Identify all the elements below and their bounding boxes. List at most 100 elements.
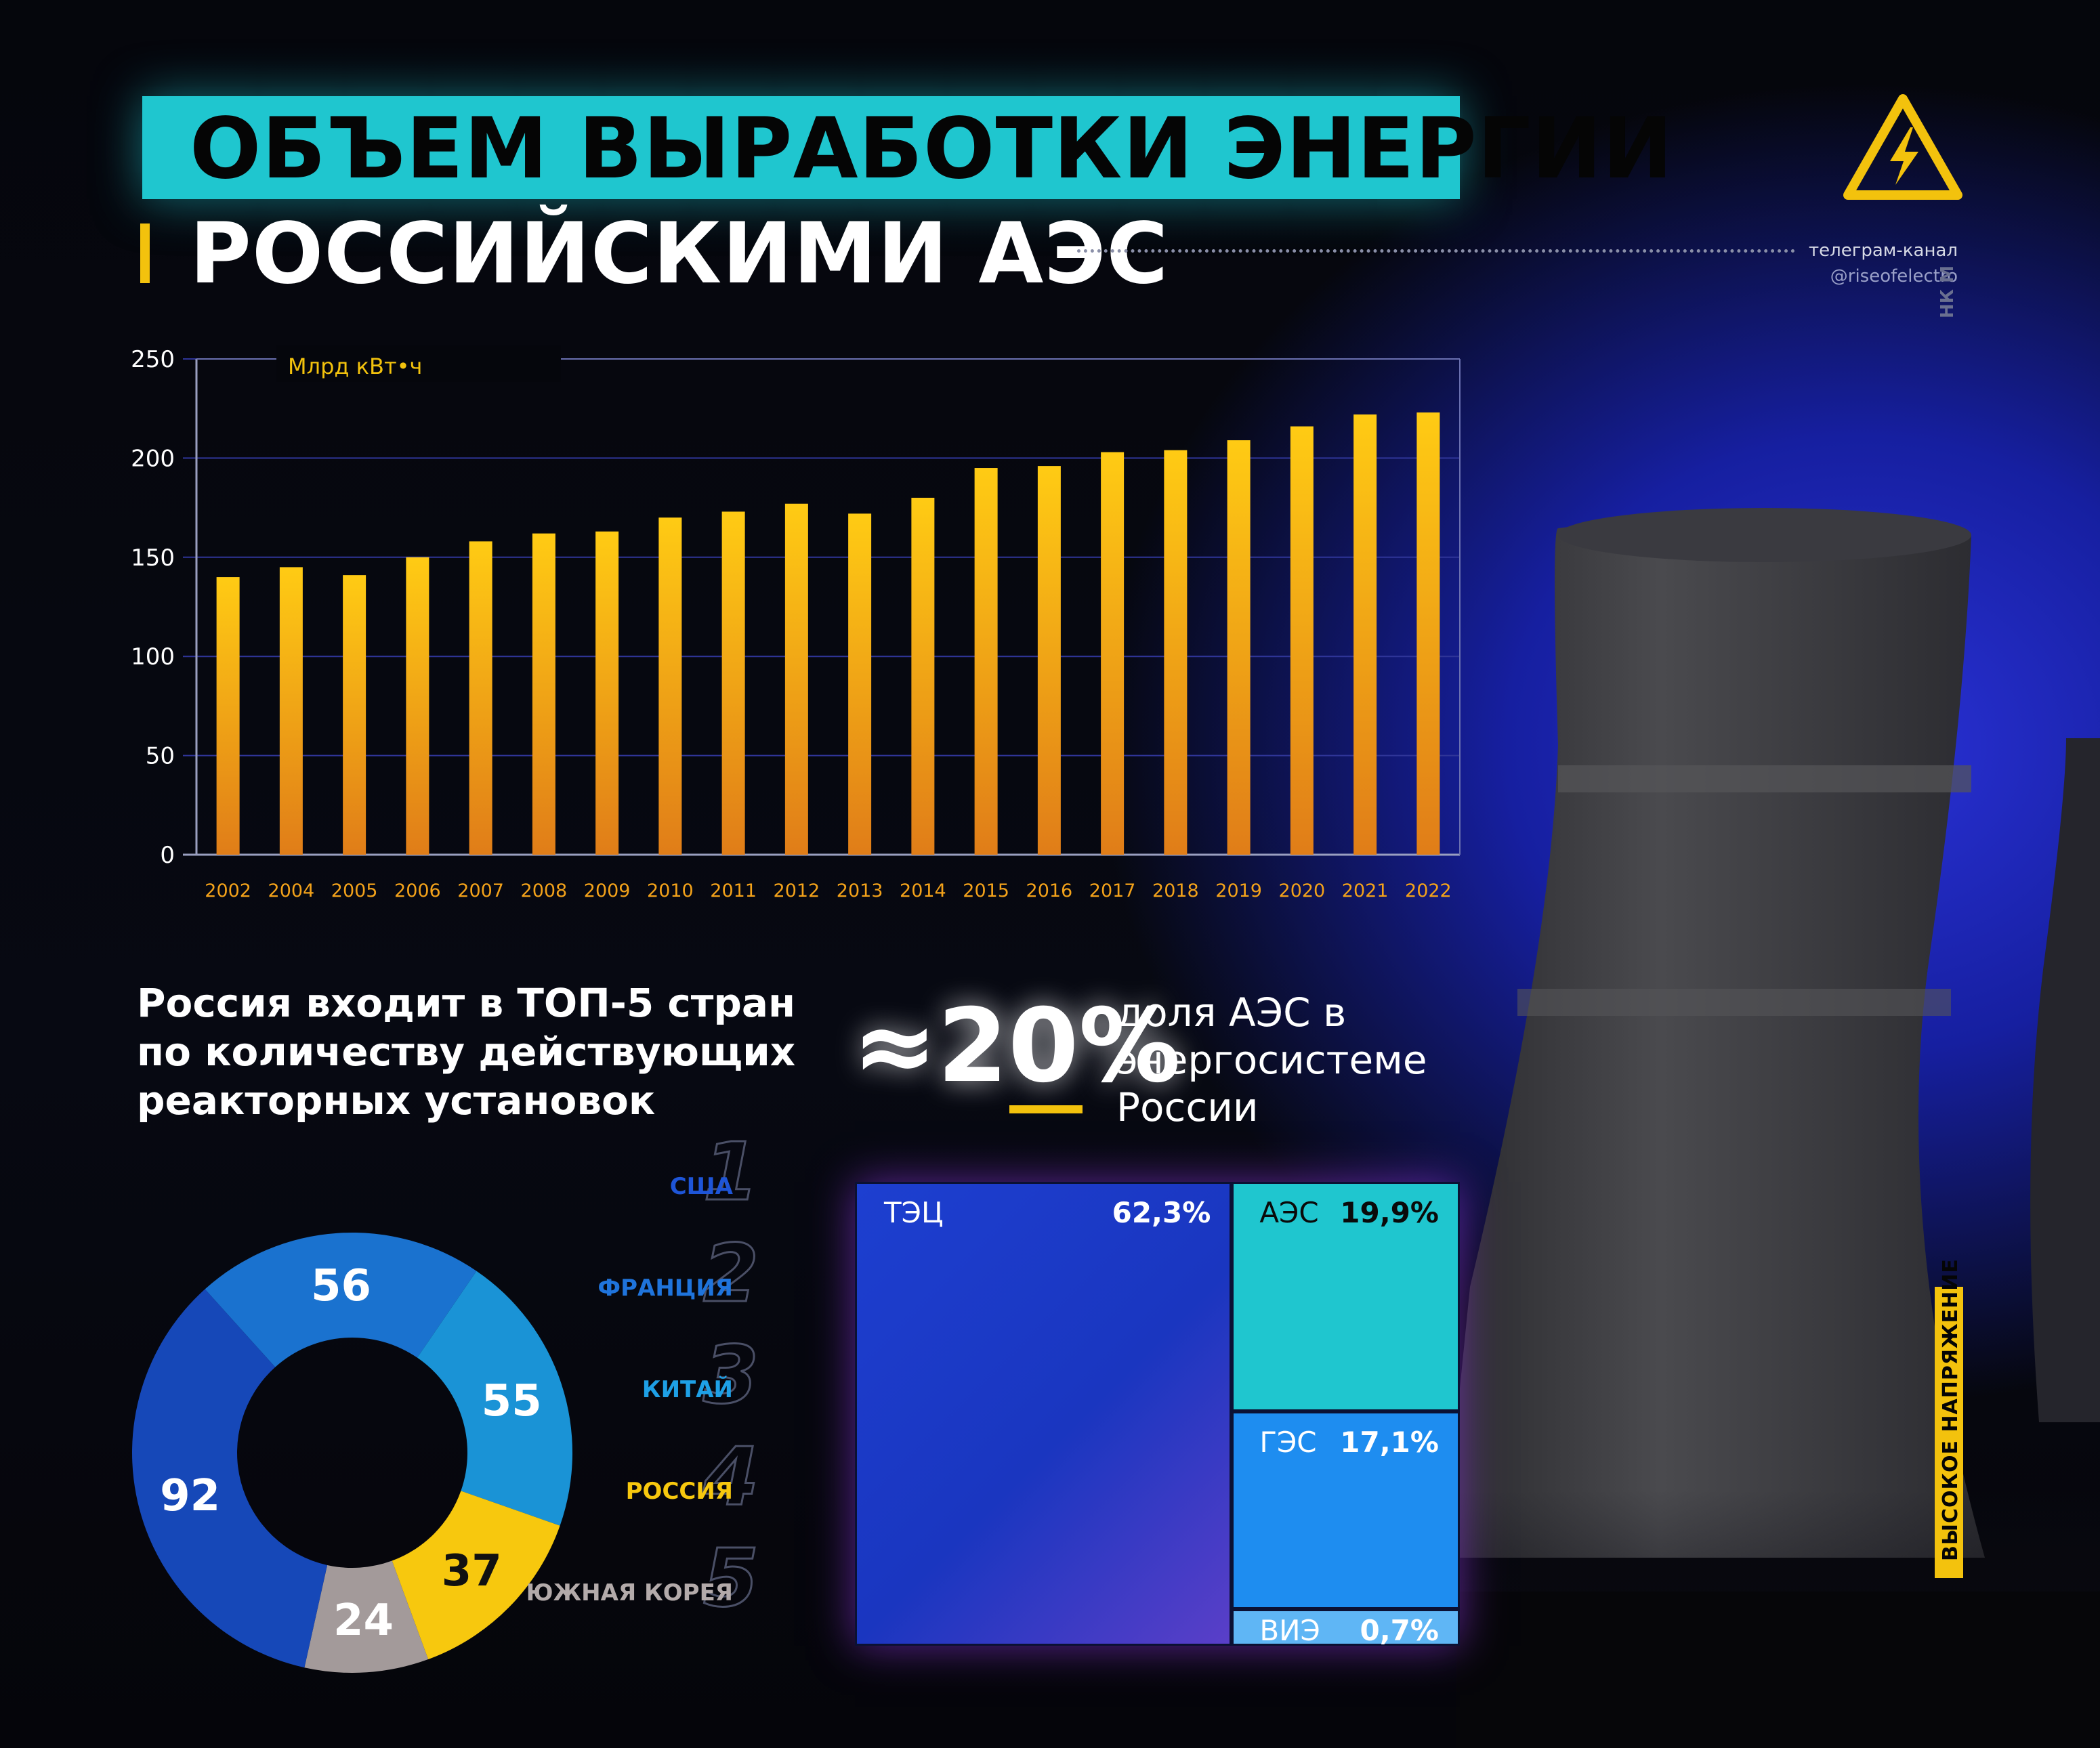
- treemap-tile-value: 19,9%: [1340, 1196, 1439, 1229]
- treemap-tile-label: ТЭЦ: [884, 1196, 944, 1229]
- y-tick-label: 250: [131, 346, 175, 373]
- bar-2012: [784, 503, 808, 855]
- y-tick-label: 0: [160, 842, 175, 869]
- chart-y-ticks: 0 50 100 150 200 250: [131, 346, 175, 869]
- country-rank: 5: [702, 1531, 759, 1625]
- chart-bars: [216, 412, 1440, 855]
- country-rank: 4: [702, 1430, 759, 1523]
- donut-slice-3: [417, 1271, 572, 1526]
- country-rank: 3: [702, 1328, 759, 1422]
- bar-2013: [848, 513, 872, 855]
- ranking-title-part: стран по количеству действующих реакторн…: [137, 980, 796, 1124]
- bar-2015: [974, 468, 998, 855]
- bar-2007: [469, 541, 492, 855]
- y-axis-label: Млрд кВт•ч: [288, 354, 422, 379]
- treemap-tile-label: ВИЭ: [1259, 1613, 1320, 1647]
- ranking-title-highlight: ТОП-5: [517, 980, 654, 1026]
- chart-grid: [183, 358, 1461, 856]
- x-tick-label: 2019: [1215, 880, 1262, 901]
- country-name: ФРАНЦИЯ: [597, 1275, 733, 1302]
- treemap-tile: АЭС 19,9%: [1232, 1182, 1460, 1412]
- high-voltage-warning-icon: [1843, 94, 1962, 200]
- bar-2006: [406, 557, 429, 855]
- x-tick-label: 2014: [900, 880, 946, 901]
- y-tick-label: 50: [146, 743, 175, 770]
- side-code: НК М: [1937, 265, 1958, 318]
- x-tick-label: 2015: [963, 880, 1009, 901]
- country-name: США: [669, 1173, 733, 1200]
- energy-mix-treemap: ТЭЦ 62,3% АЭС 19,9% ГЭС 17,1% ВИЭ 0,7%: [855, 1182, 1460, 1647]
- bar-2019: [1227, 440, 1251, 855]
- side-stamp: ВЫСОКОЕ НАПРЯЖЕНИЕ: [1935, 1258, 1963, 1578]
- bar-2010: [658, 517, 682, 855]
- bar-2017: [1101, 452, 1125, 855]
- country-rank: 1: [702, 1125, 759, 1218]
- nuclear-share-description: доля АЭС в энергосистеме России: [1116, 989, 1427, 1130]
- bar-2004: [279, 567, 303, 855]
- x-tick-label: 2022: [1405, 880, 1452, 901]
- donut-value-label: 92: [160, 1471, 220, 1521]
- donut-labels: 56 55 37 24 92: [160, 1261, 542, 1646]
- ranking-title: Россия входит в ТОП-5 стран по количеств…: [137, 979, 814, 1125]
- x-tick-label: 2009: [584, 880, 631, 901]
- bar-2009: [595, 531, 619, 855]
- x-tick-label: 2018: [1152, 880, 1199, 901]
- donut-slices: [132, 1233, 572, 1673]
- country-item: 1 США: [474, 1125, 760, 1218]
- side-stamp-text: ВЫСОКОЕ НАПРЯЖЕНИЕ: [1939, 1258, 1962, 1561]
- reactors-donut-chart: 56 55 37 24 92: [132, 1233, 572, 1673]
- donut-slice-1: [132, 1289, 328, 1668]
- country-rank: 2: [702, 1227, 759, 1320]
- treemap-tile-value: 0,7%: [1360, 1613, 1439, 1647]
- ranking-title-text: Россия входит в ТОП-5 стран по количеств…: [137, 980, 795, 1124]
- donut-slice-5: [304, 1560, 429, 1673]
- title-line-1: ОБЪЕМ ВЫРАБОТКИ ЭНЕРГИИ: [190, 100, 1674, 198]
- channel-handle[interactable]: @riseofelectro: [1830, 266, 1958, 286]
- donut-slice-4: [392, 1491, 560, 1660]
- y-tick-label: 200: [131, 445, 175, 472]
- x-tick-label: 2004: [268, 880, 315, 901]
- country-item: 4 РОССИЯ: [474, 1430, 760, 1523]
- chart-x-ticks: 2002 2004 2005 2006 2007 2008 2009 2010 2011 2012…: [205, 880, 1451, 901]
- donut-value-label: 55: [482, 1376, 542, 1426]
- x-tick-label: 2020: [1279, 880, 1326, 901]
- treemap-tile-value: 62,3%: [1112, 1196, 1211, 1229]
- cooling-towers-illustration: [1456, 508, 2100, 1748]
- treemap-tile: ТЭЦ 62,3%: [855, 1182, 1232, 1646]
- bar-2016: [1037, 466, 1061, 855]
- title-dotted-rule: [1077, 249, 1795, 253]
- treemap-tile: ГЭС 17,1%: [1232, 1411, 1460, 1609]
- x-tick-label: 2008: [521, 880, 568, 901]
- bar-2018: [1164, 450, 1188, 855]
- title-accent-bar: [140, 223, 150, 283]
- bar-2020: [1290, 426, 1314, 855]
- donut-value-label: 56: [311, 1261, 371, 1311]
- donut-value-label: 37: [442, 1546, 502, 1596]
- bar-2008: [532, 533, 555, 855]
- donut-slice-2: [205, 1233, 477, 1367]
- x-tick-label: 2002: [205, 880, 251, 901]
- share-underline: [1009, 1105, 1083, 1113]
- y-axis-label-bg: [276, 345, 561, 382]
- bar-2014: [911, 497, 935, 855]
- energy-output-bar-chart: 0 50 100 150 200 250 2002 2004 2005 2006 2007 2008…: [131, 345, 1461, 901]
- country-name: КИТАЙ: [642, 1376, 733, 1403]
- y-tick-label: 150: [131, 545, 175, 572]
- x-tick-label: 2006: [394, 880, 441, 901]
- y-tick-label: 100: [131, 643, 175, 670]
- treemap-tile: ВИЭ 0,7%: [1232, 1608, 1460, 1647]
- treemap-tile-label: АЭС: [1259, 1196, 1319, 1229]
- x-tick-label: 2016: [1026, 880, 1073, 901]
- country-item: 3 КИТАЙ: [474, 1328, 760, 1422]
- donut-value-label: 24: [333, 1596, 394, 1646]
- x-tick-label: 2010: [647, 880, 694, 901]
- nuclear-share-value: ≈20%: [852, 987, 1181, 1105]
- country-item: 2 ФРАНЦИЯ: [474, 1227, 759, 1320]
- x-tick-label: 2021: [1342, 880, 1389, 901]
- x-tick-label: 2012: [774, 880, 820, 901]
- bar-2005: [343, 575, 366, 855]
- x-tick-label: 2007: [457, 880, 504, 901]
- ranking-title-part: Россия входит в: [137, 980, 518, 1026]
- x-tick-label: 2013: [837, 880, 883, 901]
- bar-2011: [721, 511, 745, 855]
